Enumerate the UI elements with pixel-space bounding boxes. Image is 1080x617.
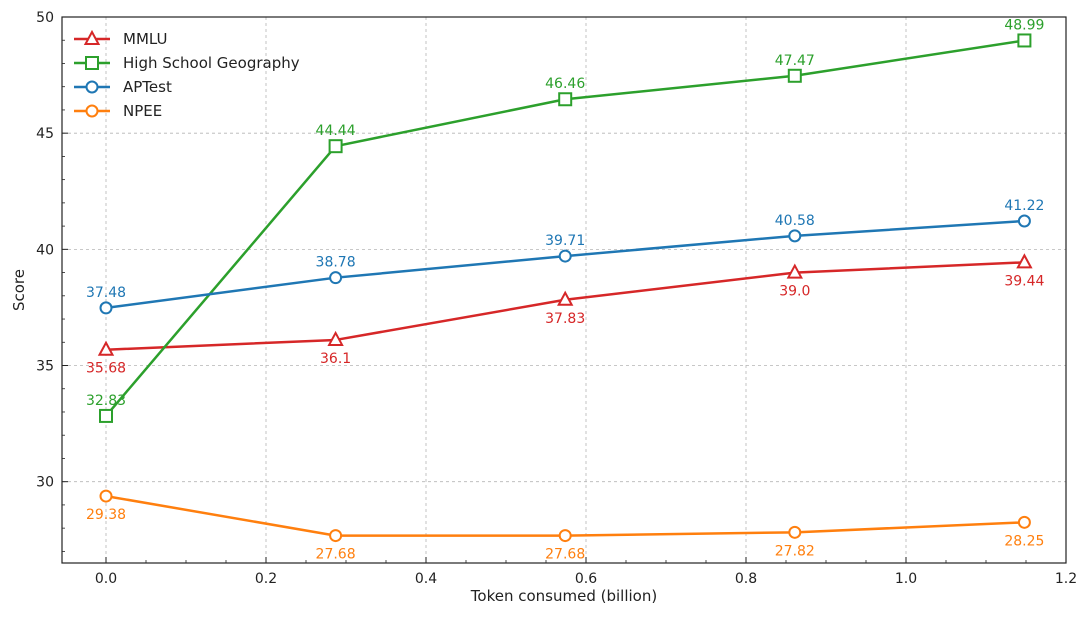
series-npee: 29.38 27.68 27.68 27.82 28.25 [86, 489, 1044, 563]
data-label-high-school-geography: 46.46 [545, 76, 585, 92]
data-point-aptest [558, 249, 572, 263]
legend-marker [85, 56, 99, 70]
legend-label: High School Geography [123, 54, 300, 72]
x-tick-label: 1.0 [895, 571, 917, 587]
data-point-npee [99, 489, 113, 503]
data-label-npee: 27.68 [545, 547, 585, 563]
data-point-high-school-geography [558, 92, 573, 107]
data-point-npee [1017, 515, 1031, 529]
data-label-high-school-geography: 48.99 [1004, 17, 1044, 33]
data-label-aptest: 38.78 [316, 255, 356, 271]
legend-marker [85, 104, 99, 118]
data-point-npee [788, 525, 802, 539]
legend-item-aptest: APTest [74, 78, 172, 96]
legend-marker [85, 80, 99, 94]
x-tick-label: 0.0 [95, 571, 117, 587]
legend-marker [83, 29, 101, 45]
data-point-aptest [99, 301, 113, 315]
data-point-high-school-geography [1017, 33, 1032, 48]
data-label-high-school-geography: 32.83 [86, 393, 126, 409]
data-point-mmlu [557, 290, 574, 306]
y-tick-label: 45 [36, 126, 54, 142]
data-point-npee [329, 529, 343, 543]
series-mmlu: 35.68 36.1 37.83 39.0 39.44 [86, 253, 1045, 377]
data-label-aptest: 41.22 [1004, 198, 1044, 214]
data-label-npee: 27.68 [316, 547, 356, 563]
data-point-aptest [1017, 214, 1031, 228]
data-label-high-school-geography: 47.47 [775, 53, 815, 69]
data-label-npee: 27.82 [775, 543, 815, 559]
data-label-mmlu: 37.83 [545, 311, 585, 327]
y-tick-label: 40 [36, 242, 54, 258]
data-label-high-school-geography: 44.44 [316, 123, 356, 139]
data-label-mmlu: 39.44 [1004, 273, 1044, 289]
data-point-high-school-geography [328, 139, 343, 154]
grid [62, 17, 1066, 563]
y-tick-label: 50 [36, 10, 54, 26]
legend-item-npee: NPEE [74, 102, 162, 120]
data-label-npee: 29.38 [86, 507, 126, 523]
legend-item-high-school-geography: High School Geography [74, 54, 300, 72]
series-line-mmlu [105, 261, 1025, 351]
data-point-mmlu [327, 330, 344, 346]
data-label-aptest: 40.58 [775, 213, 815, 229]
series-high-school-geography: 32.83 44.44 46.46 47.47 48.99 [86, 17, 1044, 423]
data-point-aptest [788, 229, 802, 243]
x-tick-label: 0.4 [415, 571, 437, 587]
legend-label: APTest [123, 78, 172, 96]
legend: MMLU High School Geography APTest NPEE [74, 29, 300, 120]
data-point-mmlu [786, 263, 803, 279]
data-point-mmlu [1016, 253, 1033, 269]
series-aptest: 37.48 38.78 39.71 40.58 41.22 [86, 198, 1044, 315]
plot-frame [61, 16, 1067, 564]
legend-label: NPEE [123, 102, 162, 120]
x-tick-label: 0.8 [735, 571, 757, 587]
x-axis-label: Token consumed (billion) [470, 587, 657, 605]
series-group: 35.68 36.1 37.83 39.0 39.44 32.83 44.44 46.46 47… [86, 17, 1045, 562]
data-label-aptest: 39.71 [545, 233, 585, 249]
y-axis-label: Score [10, 269, 28, 311]
y-tick-label: 35 [36, 359, 54, 375]
data-label-mmlu: 36.1 [320, 351, 351, 367]
data-label-npee: 28.25 [1004, 533, 1044, 549]
data-label-mmlu: 35.68 [86, 361, 126, 377]
data-point-high-school-geography [787, 68, 802, 83]
data-label-mmlu: 39.0 [779, 284, 810, 300]
x-tick-label: 0.2 [255, 571, 277, 587]
data-point-aptest [329, 271, 343, 285]
data-point-npee [558, 529, 572, 543]
x-tick-label: 1.2 [1055, 571, 1077, 587]
data-label-aptest: 37.48 [86, 285, 126, 301]
data-point-high-school-geography [99, 408, 113, 423]
x-tick-label: 0.6 [575, 571, 597, 587]
legend-item-mmlu: MMLU [74, 29, 167, 48]
y-tick-label: 30 [36, 475, 54, 491]
legend-label: MMLU [123, 30, 167, 48]
axis-ticks: 0.0 0.2 0.4 0.6 0.8 1.0 1.2 30 35 40 45 50 [36, 10, 1077, 587]
data-point-mmlu [97, 340, 115, 356]
